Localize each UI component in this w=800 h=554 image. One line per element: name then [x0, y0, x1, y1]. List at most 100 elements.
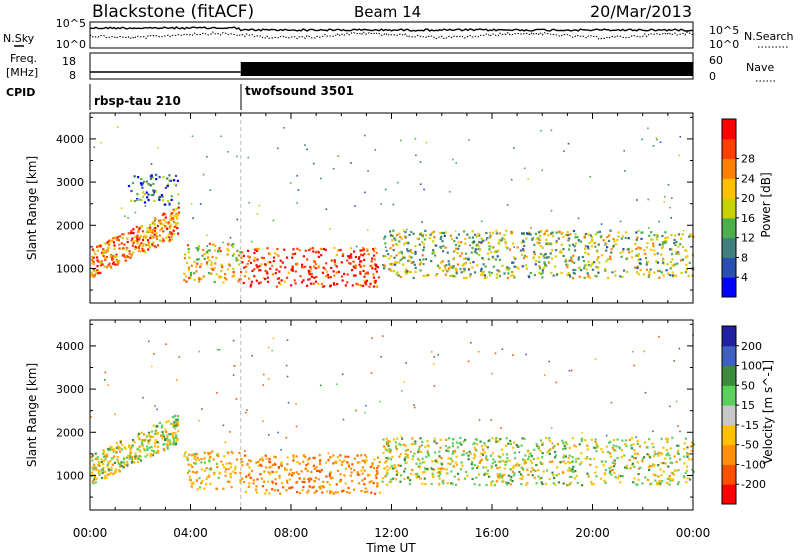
- range-cell: [488, 245, 491, 248]
- range-cell: [555, 381, 558, 384]
- range-cell: [653, 450, 656, 453]
- range-cell: [376, 470, 379, 473]
- range-cell: [304, 456, 307, 459]
- range-cell: [311, 486, 314, 489]
- range-cell: [454, 483, 457, 486]
- range-cell: [475, 438, 478, 441]
- range-cell: [245, 411, 247, 414]
- colorbar-tick-label: 24: [741, 172, 755, 185]
- cpid-program-1: rbsp-tau 210: [94, 94, 181, 108]
- range-cell: [619, 481, 622, 484]
- range-cell: [399, 139, 402, 142]
- range-cell: [467, 258, 470, 261]
- range-cell: [394, 238, 397, 241]
- range-cell: [153, 223, 157, 226]
- range-cell: [431, 474, 434, 478]
- range-cell: [448, 446, 451, 449]
- range-cell: [177, 206, 180, 209]
- range-cell: [399, 464, 402, 467]
- range-cell: [613, 459, 616, 462]
- range-cell: [158, 239, 161, 242]
- range-cell: [136, 460, 140, 463]
- range-cell: [278, 476, 281, 480]
- range-cell: [126, 462, 129, 465]
- range-cell: [159, 229, 162, 232]
- range-cell: [596, 250, 599, 253]
- range-cell: [208, 249, 211, 252]
- range-cell: [564, 447, 567, 450]
- range-cell: [531, 466, 534, 469]
- range-cell: [462, 257, 466, 260]
- range-cell: [385, 437, 388, 440]
- range-cell: [424, 234, 427, 237]
- range-cell: [262, 384, 265, 386]
- freq-tick-top: 18: [62, 55, 76, 68]
- range-cell: [552, 274, 555, 277]
- range-cell: [446, 251, 449, 254]
- range-cell: [506, 266, 509, 269]
- range-cell: [234, 465, 237, 468]
- range-cell: [248, 201, 250, 204]
- range-cell: [203, 253, 206, 256]
- range-cell: [623, 269, 626, 272]
- range-cell: [109, 265, 112, 268]
- range-cell: [175, 434, 178, 437]
- range-cell: [133, 175, 136, 178]
- range-cell: [374, 247, 377, 250]
- range-cell: [447, 457, 450, 460]
- range-cell: [478, 483, 481, 487]
- range-cell: [652, 463, 655, 466]
- range-cell: [307, 278, 310, 281]
- range-cell: [274, 463, 277, 466]
- range-cell: [96, 456, 99, 459]
- range-cell: [222, 281, 225, 284]
- range-cell: [643, 350, 646, 353]
- range-cell: [390, 269, 393, 273]
- range-cell: [478, 253, 481, 257]
- range-cell: [154, 246, 157, 249]
- range-cell: [562, 460, 565, 463]
- range-cell: [101, 471, 104, 475]
- range-cell: [285, 436, 288, 439]
- range-cell: [475, 235, 478, 238]
- range-cell: [103, 453, 106, 456]
- range-cell: [117, 462, 120, 465]
- range-cell: [451, 237, 454, 241]
- range-cell: [185, 280, 188, 283]
- range-cell: [139, 182, 143, 185]
- range-cell: [558, 230, 561, 233]
- range-cell: [306, 284, 309, 287]
- range-cell: [449, 274, 452, 277]
- range-cell: [635, 238, 638, 241]
- range-cell: [186, 457, 189, 460]
- range-cell: [586, 472, 589, 475]
- range-cell: [539, 245, 542, 248]
- range-cell: [471, 461, 474, 464]
- range-cell: [210, 272, 213, 275]
- range-cell: [633, 452, 637, 455]
- range-cell: [563, 150, 565, 152]
- range-cell: [465, 452, 468, 455]
- range-cell: [460, 241, 463, 244]
- range-cell: [374, 279, 377, 282]
- range-cell: [264, 269, 267, 272]
- range-cell: [478, 419, 481, 421]
- range-cell: [476, 466, 479, 469]
- range-cell: [95, 477, 98, 480]
- range-cell: [652, 430, 654, 433]
- range-cell: [620, 255, 623, 258]
- range-cell: [288, 487, 291, 490]
- range-cell: [124, 256, 127, 259]
- range-cell: [658, 276, 661, 279]
- range-cell: [304, 265, 307, 268]
- range-cell: [421, 254, 424, 257]
- range-cell: [169, 440, 172, 443]
- range-cell: [237, 280, 240, 283]
- range-cell: [666, 452, 670, 455]
- range-cell: [637, 473, 640, 476]
- range-cell: [339, 480, 342, 483]
- range-cell: [232, 253, 236, 256]
- range-cell: [648, 468, 651, 472]
- range-cell: [135, 225, 138, 228]
- range-cell: [586, 444, 589, 447]
